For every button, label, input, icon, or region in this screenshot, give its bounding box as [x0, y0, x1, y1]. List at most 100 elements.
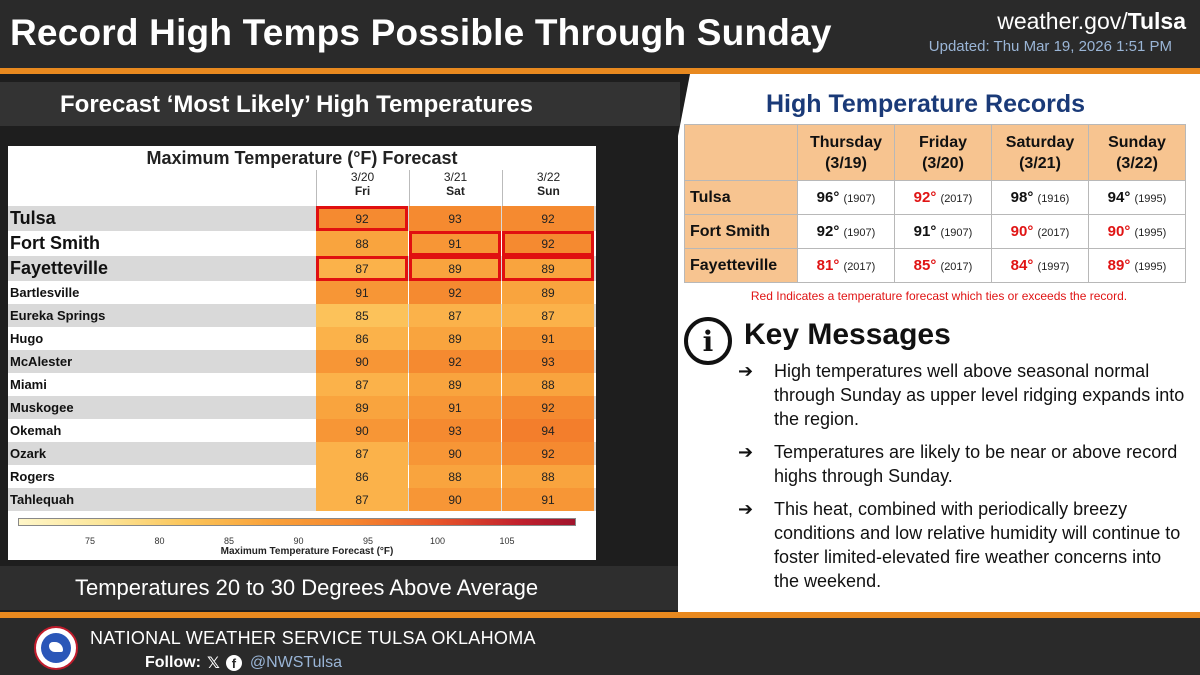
arrow-icon: ➔: [738, 361, 754, 381]
col-day: Sunday: [1108, 133, 1166, 151]
forecast-row: Eureka Springs 85 87 87: [8, 304, 596, 327]
facebook-icon[interactable]: f: [225, 655, 242, 671]
day-date: 3/21: [443, 170, 468, 184]
record-temp: 92°: [816, 223, 840, 240]
forecast-value: 87: [409, 304, 501, 327]
follow-row: Follow: 𝕏 f @NWSTulsa: [145, 653, 342, 673]
records-col-friday: Friday (3/20): [894, 124, 992, 181]
colorbar-tick: 90: [293, 536, 304, 546]
records-city: Fort Smith: [684, 214, 798, 249]
x-icon[interactable]: 𝕏: [206, 655, 220, 672]
forecast-value: 88: [502, 465, 594, 488]
record-year: (1907): [843, 193, 876, 205]
record-cell: 92° (1907): [797, 214, 895, 249]
records-col-sunday: Sunday (3/22): [1088, 124, 1186, 181]
forecast-value: 89: [409, 327, 501, 350]
forecast-title-text: Maximum Temperature (°F) Forecast: [146, 148, 458, 168]
forecast-row: Tahlequah 87 90 91: [8, 488, 596, 511]
key-message-text: This heat, combined with periodically br…: [774, 499, 1181, 591]
forecast-value: 90: [316, 419, 408, 442]
col-day: Friday: [918, 133, 967, 151]
forecast-value: 86: [316, 327, 408, 350]
forecast-value: 85: [316, 304, 408, 327]
social-handle[interactable]: @NWSTulsa: [249, 654, 342, 671]
forecast-city: McAlester: [10, 354, 73, 369]
colorbar-tick: 80: [154, 536, 165, 546]
record-temp: 89°: [1107, 257, 1131, 274]
forecast-value: 92: [502, 206, 594, 231]
records-city: Fayetteville: [684, 248, 798, 283]
record-year: (2017): [843, 261, 876, 273]
col-day: Saturday: [1005, 133, 1075, 151]
key-message-text: High temperatures well above seasonal no…: [774, 361, 1185, 429]
record-year: (1916): [1037, 193, 1070, 205]
forecast-value: 92: [502, 231, 594, 256]
record-temp: 94°: [1107, 189, 1131, 206]
records-title: High Temperature Records: [766, 90, 1086, 118]
record-temp: 84°: [1010, 257, 1034, 274]
colorbar-tick: 95: [362, 536, 374, 546]
record-cell: 91° (1907): [894, 214, 992, 249]
forecast-value: 87: [316, 373, 408, 396]
forecast-row: Hugo 86 89 91: [8, 327, 596, 350]
forecast-value: 89: [502, 281, 594, 304]
forecast-city: Tahlequah: [10, 492, 75, 507]
record-year: (1997): [1037, 261, 1070, 273]
record-year: (2017): [1037, 227, 1070, 239]
records-table: Thursday (3/19) Friday (3/20) Saturday (3/2…: [684, 124, 1186, 283]
forecast-city: Rogers: [10, 469, 55, 484]
record-cell: 85° (2017): [894, 248, 992, 283]
records-row: Fayetteville 81° (2017) 85° (2017) 84° (199…: [684, 248, 1186, 283]
forecast-city: Fayetteville: [10, 258, 109, 278]
colorbar-tick: 75: [84, 536, 96, 546]
forecast-value: 91: [502, 327, 594, 350]
record-year: (2017): [940, 193, 973, 205]
records-col-thursday: Thursday (3/19): [797, 124, 895, 181]
forecast-value: 88: [502, 373, 594, 396]
forecast-city: Okemah: [10, 423, 62, 438]
record-year: (1907): [843, 227, 876, 239]
forecast-row: Fort Smith 88 91 92: [8, 231, 596, 256]
forecast-row: Bartlesville 91 92 89: [8, 281, 596, 304]
site-office: Tulsa: [1127, 8, 1186, 34]
record-year: (1995): [1134, 261, 1167, 273]
forecast-value: 90: [409, 488, 501, 511]
forecast-value: 90: [316, 350, 408, 373]
forecast-value: 92: [409, 281, 501, 304]
header: Record High Temps Possible Through Sunda…: [0, 0, 1200, 68]
forecast-value: 88: [409, 465, 501, 488]
site-prefix: weather.gov/: [997, 8, 1128, 34]
forecast-row: Muskogee 89 91 92: [8, 396, 596, 419]
forecast-row: Miami 87 89 88: [8, 373, 596, 396]
forecast-row: Okemah 90 93 94: [8, 419, 596, 442]
forecast-subtitle: Forecast ‘Most Likely’ High Temperatures: [60, 91, 534, 118]
forecast-value: 87: [316, 442, 408, 465]
record-cell: 92° (2017): [894, 180, 992, 215]
site-link[interactable]: weather.gov/Tulsa: [997, 8, 1186, 35]
colorbar-tick: 85: [223, 536, 235, 546]
col-date: (3/21): [1019, 154, 1061, 172]
col-date: (3/19): [825, 154, 867, 172]
record-year: (1995): [1134, 227, 1167, 239]
forecast-value: 86: [316, 465, 408, 488]
anomaly-band: Temperatures 20 to 30 Degrees Above Aver…: [0, 566, 680, 610]
record-year: (1907): [940, 227, 973, 239]
forecast-city: Ozark: [10, 446, 47, 461]
forecast-city: Fort Smith: [10, 233, 100, 253]
key-messages-list: ➔ High temperatures well above seasonal n…: [738, 359, 1188, 602]
key-message: ➔ High temperatures well above seasonal n…: [738, 359, 1188, 431]
key-messages-title: Key Messages: [744, 318, 951, 351]
forecast-table: Maximum Temperature (°F) Forecast 3/20 F…: [8, 146, 596, 560]
forecast-value: 87: [316, 488, 408, 511]
forecast-value: 92: [316, 206, 408, 231]
key-message: ➔ Temperatures are likely to be near or a…: [738, 440, 1188, 488]
forecast-value: 87: [316, 256, 408, 281]
header-divider: [0, 68, 1200, 74]
forecast-row: Ozark 87 90 92: [8, 442, 596, 465]
records-header-row: Thursday (3/19) Friday (3/20) Saturday (3/2…: [684, 124, 1186, 181]
record-cell: 81° (2017): [797, 248, 895, 283]
footer: NATIONAL WEATHER SERVICE TULSA OKLAHOMA …: [0, 618, 1200, 675]
record-temp: 92°: [913, 189, 937, 206]
forecast-city: Miami: [10, 377, 47, 392]
footer-divider: [0, 612, 1200, 618]
